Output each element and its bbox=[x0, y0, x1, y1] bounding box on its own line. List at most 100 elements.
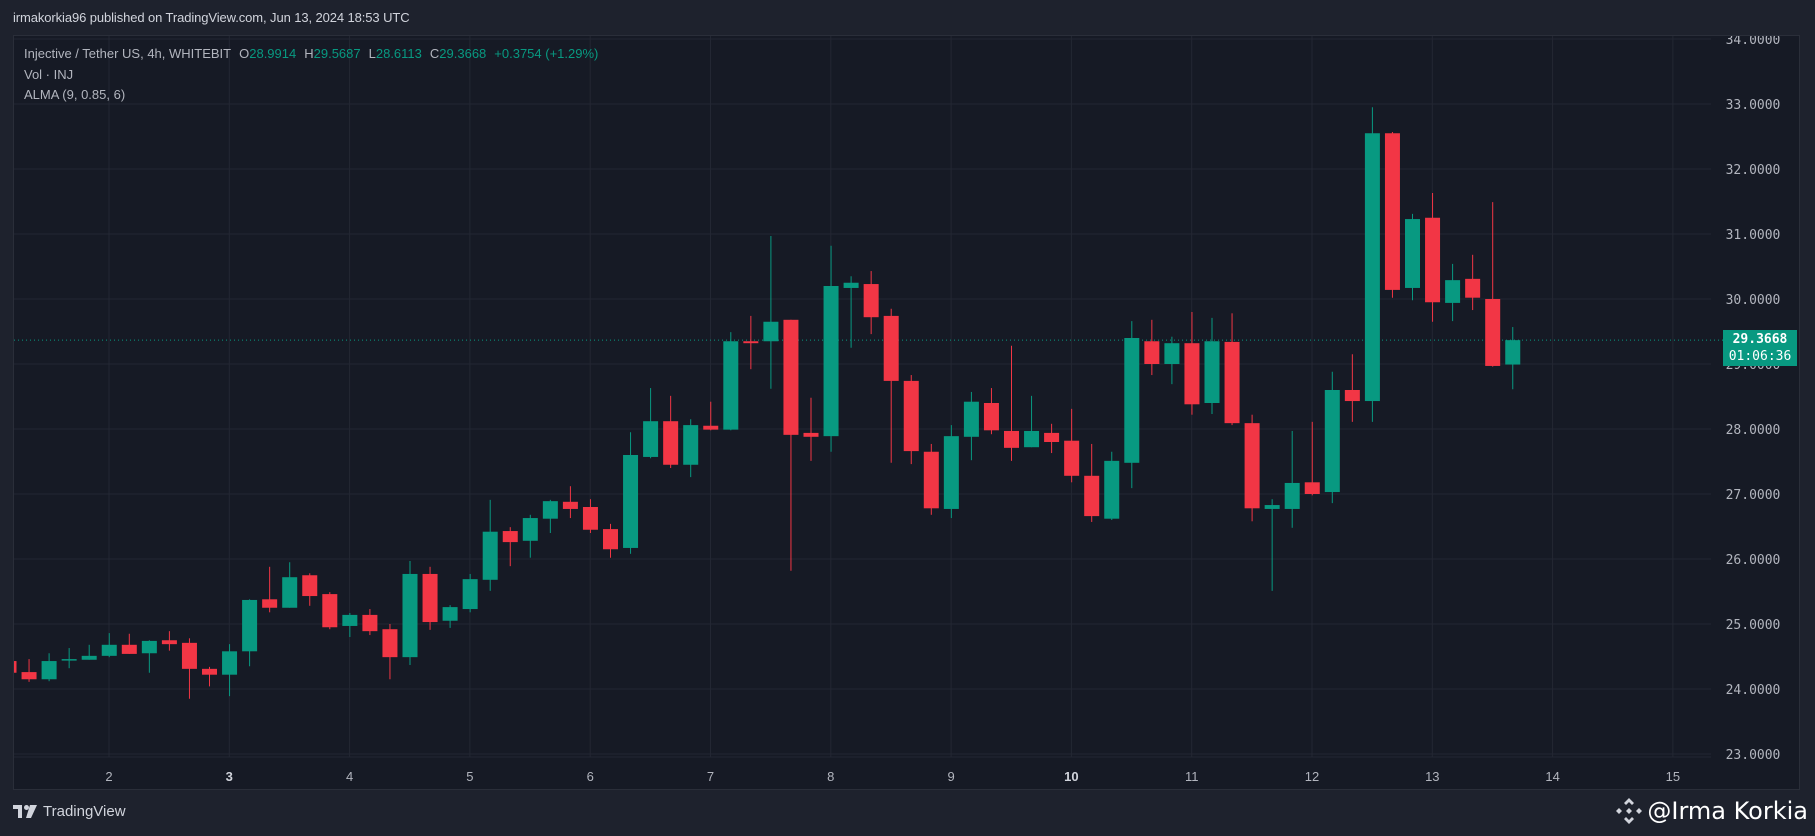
candle-body bbox=[1465, 278, 1481, 298]
candle bbox=[362, 609, 378, 636]
time-axis[interactable]: 2 3 4 5 6 7 8 9 10 11 12 13 14 15 bbox=[105, 769, 1680, 784]
candle-body bbox=[803, 432, 819, 437]
candle bbox=[703, 401, 719, 431]
candle bbox=[121, 633, 137, 654]
candle bbox=[242, 599, 258, 667]
candle-body bbox=[121, 644, 137, 654]
candle-body bbox=[582, 507, 598, 530]
close-label: C bbox=[429, 46, 440, 61]
candle bbox=[322, 592, 338, 630]
time-tick-label: 7 bbox=[707, 769, 714, 784]
candle-body bbox=[843, 282, 859, 288]
price-tick-label: 23.0000 bbox=[1726, 748, 1781, 763]
candle-body bbox=[1425, 217, 1441, 303]
candle-body bbox=[683, 425, 699, 465]
time-tick-label: 11 bbox=[1185, 769, 1199, 784]
candle-body bbox=[1485, 299, 1501, 366]
tradingview-logo-icon bbox=[13, 805, 37, 818]
candle bbox=[222, 644, 238, 697]
candle-body bbox=[883, 315, 899, 381]
candle bbox=[522, 514, 538, 558]
candle bbox=[1084, 443, 1100, 522]
candle-body bbox=[863, 284, 879, 318]
publisher-line: irmakorkia96 published on TradingView.co… bbox=[13, 10, 410, 25]
symbol-title: Injective / Tether US, 4h, WHITEBIT bbox=[24, 46, 232, 61]
candle bbox=[683, 419, 699, 478]
candle bbox=[983, 388, 999, 435]
candle bbox=[803, 397, 819, 461]
current-price-badge: 29.3668 01:06:36 bbox=[1723, 330, 1797, 366]
candle bbox=[502, 527, 518, 567]
candle bbox=[623, 432, 639, 554]
candle-body bbox=[562, 501, 578, 509]
time-tick-label: 10 bbox=[1064, 769, 1078, 784]
watermark-text: @Irma Korkia bbox=[1647, 797, 1808, 825]
candlestick-chart[interactable]: 23.0000 24.0000 25.0000 26.0000 27.0000 28.00… bbox=[14, 36, 1800, 790]
candle bbox=[81, 644, 97, 660]
candle bbox=[582, 499, 598, 533]
candle bbox=[1304, 421, 1320, 496]
candle-body bbox=[783, 319, 799, 435]
candle-body bbox=[1405, 219, 1420, 288]
candle bbox=[61, 648, 77, 669]
candle-body bbox=[41, 661, 57, 680]
candle bbox=[1485, 202, 1501, 367]
candle bbox=[1405, 213, 1420, 301]
candle-body bbox=[643, 421, 659, 457]
candle bbox=[1505, 327, 1521, 390]
candle bbox=[1164, 336, 1180, 385]
candle bbox=[1204, 317, 1220, 415]
candle bbox=[482, 499, 498, 591]
candle bbox=[181, 638, 197, 699]
candle-body bbox=[1384, 133, 1400, 290]
candle-body bbox=[1104, 460, 1120, 519]
candle bbox=[883, 308, 899, 463]
candle-body bbox=[482, 531, 498, 580]
candle-body bbox=[542, 501, 558, 519]
candle-body bbox=[382, 629, 398, 658]
candle-body bbox=[21, 672, 37, 680]
price-tick-label: 27.0000 bbox=[1726, 488, 1781, 503]
candle bbox=[923, 443, 939, 515]
candle-body bbox=[202, 668, 217, 675]
candle bbox=[663, 395, 679, 468]
time-tick-label: 8 bbox=[827, 769, 834, 784]
candle-body bbox=[763, 321, 779, 342]
candles bbox=[14, 107, 1521, 699]
price-change: +0.3754 (+1.29%) bbox=[494, 46, 599, 61]
candle-body bbox=[923, 451, 939, 509]
candle bbox=[823, 245, 839, 452]
tradingview-logo[interactable]: TradingView bbox=[13, 803, 126, 820]
price-axis[interactable]: 23.0000 24.0000 25.0000 26.0000 27.0000 28.00… bbox=[1726, 36, 1781, 763]
symbol-legend-row[interactable]: Injective / Tether US, 4h, WHITEBIT O28.9… bbox=[24, 44, 598, 65]
candle-body bbox=[61, 659, 77, 661]
candle-body bbox=[1084, 475, 1100, 517]
candle-body bbox=[1124, 338, 1140, 463]
time-tick-label: 5 bbox=[466, 769, 473, 784]
candle-body bbox=[1264, 505, 1280, 509]
time-tick-label: 13 bbox=[1425, 769, 1439, 784]
low-value: 28.6113 bbox=[375, 46, 422, 61]
indicator-legend-row[interactable]: ALMA (9, 0.85, 6) bbox=[24, 87, 126, 102]
candle bbox=[382, 624, 398, 680]
time-tick-label: 3 bbox=[226, 769, 233, 784]
candle bbox=[14, 661, 17, 673]
candle-body bbox=[603, 529, 618, 550]
candle bbox=[161, 631, 177, 651]
chart-panel[interactable]: 23.0000 24.0000 25.0000 26.0000 27.0000 28.00… bbox=[13, 35, 1800, 790]
candle bbox=[402, 560, 418, 665]
time-tick-label: 4 bbox=[346, 769, 353, 784]
candle bbox=[943, 425, 959, 519]
candle bbox=[1324, 371, 1340, 504]
candle-body bbox=[81, 655, 97, 660]
candle bbox=[262, 566, 278, 613]
candle bbox=[101, 633, 117, 658]
volume-legend-row[interactable]: Vol · INJ bbox=[24, 66, 74, 82]
candle-body bbox=[242, 599, 258, 652]
candle-body bbox=[342, 614, 358, 626]
candle-body bbox=[14, 661, 17, 673]
price-tick-label: 32.0000 bbox=[1726, 163, 1781, 178]
candle bbox=[1044, 423, 1060, 454]
candle-body bbox=[161, 640, 177, 645]
candle bbox=[462, 573, 478, 613]
